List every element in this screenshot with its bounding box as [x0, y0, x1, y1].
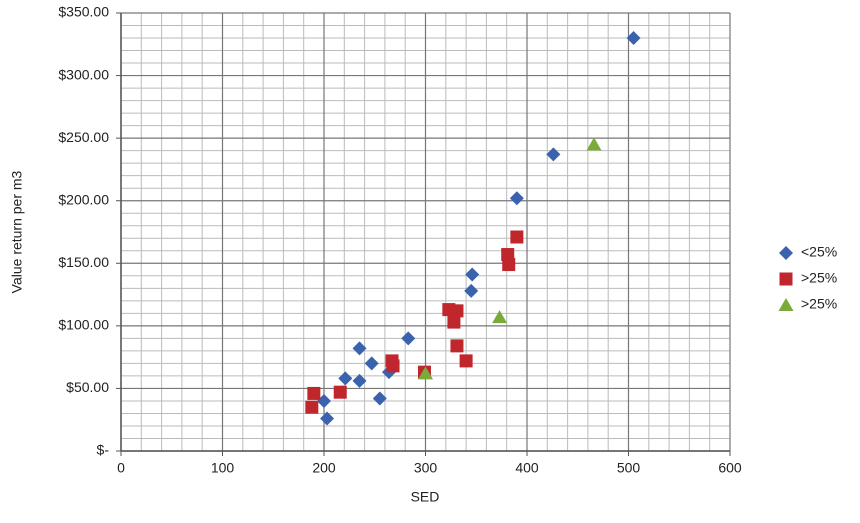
point — [546, 147, 561, 162]
y-axis-label: Value return per m3 — [9, 170, 25, 293]
legend-marker — [778, 298, 794, 311]
point — [459, 354, 473, 368]
point — [447, 315, 461, 329]
point — [352, 341, 367, 356]
x-tick-label: 100 — [211, 460, 235, 476]
point — [317, 393, 331, 408]
point — [465, 267, 480, 282]
point — [586, 137, 602, 151]
point — [492, 310, 508, 324]
x-tick-label: 0 — [117, 460, 125, 476]
legend-marker — [779, 272, 793, 286]
point — [364, 356, 379, 371]
point — [464, 283, 479, 298]
y-tick-label: $- — [97, 442, 110, 458]
x-tick-label: 300 — [414, 460, 438, 476]
point — [305, 400, 319, 414]
point — [450, 304, 464, 318]
x-tick-label: 600 — [718, 460, 742, 476]
point — [401, 331, 416, 346]
point — [338, 371, 353, 386]
legend-marker — [779, 246, 793, 260]
point — [509, 191, 524, 206]
point — [372, 391, 387, 406]
x-tick-label: 200 — [312, 460, 336, 476]
y-tick-label: $100.00 — [58, 317, 109, 333]
x-tick-label: 400 — [515, 460, 539, 476]
legend-label: <25% — [801, 244, 837, 260]
y-tick-label: $50.00 — [66, 379, 109, 395]
point — [418, 366, 433, 380]
y-tick-label: $300.00 — [58, 66, 109, 82]
y-tick-label: $350.00 — [58, 4, 109, 20]
point — [333, 385, 347, 399]
point — [510, 230, 524, 244]
point — [386, 359, 400, 373]
y-tick-label: $150.00 — [58, 254, 109, 270]
point — [450, 339, 464, 353]
y-tick-label: $250.00 — [58, 129, 109, 145]
point — [307, 386, 321, 400]
legend-label: >25% — [801, 270, 837, 286]
x-axis-label: SED — [411, 489, 440, 505]
point — [352, 373, 367, 388]
point — [320, 411, 335, 426]
point — [626, 31, 641, 46]
x-tick-label: 500 — [617, 460, 641, 476]
point — [501, 248, 515, 262]
y-tick-label: $200.00 — [58, 191, 109, 207]
legend-label: >25% — [801, 296, 837, 312]
point — [502, 258, 516, 272]
